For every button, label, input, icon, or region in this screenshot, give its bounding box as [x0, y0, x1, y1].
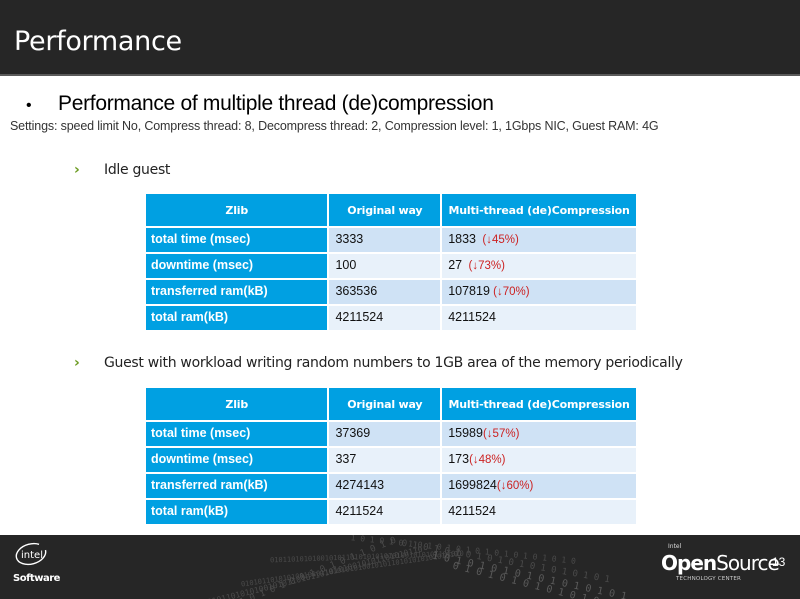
header-zlib: Zlib — [146, 194, 328, 226]
header-multi: Multi-thread (de)Compression — [442, 194, 636, 226]
multi-value: 4211524 — [448, 310, 496, 324]
binary-wave-decoration: 0 1 0 0 1 0 1 1 0 1 0 1 0 1 0 0 1 0 1 0 … — [150, 535, 636, 599]
table-row: transferred ram(kB) 363536 107819 (↓70%) — [146, 280, 636, 304]
multi-value: 173 — [448, 452, 470, 466]
title-bar: Performance — [0, 0, 800, 76]
slide-title: Performance — [14, 26, 182, 57]
page-number: 13 — [772, 555, 786, 569]
oss-regular: Source — [716, 551, 780, 575]
row-label: total time (msec) — [146, 422, 328, 446]
svg-text:intel: intel — [21, 550, 43, 561]
row-label: downtime (msec) — [146, 254, 328, 278]
original-value: 4211524 — [329, 306, 441, 330]
multi-cell: 4211524 — [442, 500, 636, 524]
table-header-row: Zlib Original way Multi-thread (de)Compr… — [146, 194, 636, 226]
bullet-dot-icon: • — [26, 97, 32, 114]
row-label: transferred ram(kB) — [146, 280, 328, 304]
table-row: total time (msec) 37369 15989(↓57%) — [146, 422, 636, 446]
oss-bold: Open — [661, 551, 717, 575]
section-heading-text: Idle guest — [104, 162, 171, 178]
section-heading-text: Guest with workload writing random numbe… — [104, 355, 683, 371]
section-heading-idle: › Idle guest — [74, 162, 170, 178]
multi-value: 1699824 — [448, 478, 497, 492]
header-original: Original way — [329, 194, 441, 226]
delta-badge: (↓48%) — [469, 454, 506, 466]
table-row: total ram(kB) 4211524 4211524 — [146, 500, 636, 524]
delta-badge: (↓57%) — [482, 428, 520, 440]
row-label: transferred ram(kB) — [146, 474, 328, 498]
header-multi: Multi-thread (de)Compression — [442, 388, 636, 420]
chevron-right-icon: › — [74, 162, 80, 178]
row-label: total ram(kB) — [146, 306, 328, 330]
original-value: 337 — [329, 448, 441, 472]
original-value: 4274143 — [329, 474, 441, 498]
oss-wordmark: OpenSource — [661, 551, 780, 575]
table-header-row: Zlib Original way Multi-thread (de)Compr… — [146, 388, 636, 420]
multi-cell: 1699824(↓60%) — [442, 474, 636, 498]
original-value: 363536 — [329, 280, 441, 304]
multi-value: 107819 — [448, 284, 490, 298]
main-bullet-text: Performance of multiple thread (de)compr… — [58, 92, 494, 115]
settings-text: Settings: speed limit No, Compress threa… — [10, 119, 659, 133]
multi-cell: 27 (↓73%) — [442, 254, 636, 278]
multi-value: 27 — [448, 258, 463, 272]
oss-intel-prefix: Intel — [668, 543, 682, 550]
delta-badge: (↓45%) — [476, 234, 519, 246]
oss-tagline: TECHNOLOGY CENTER — [676, 576, 742, 582]
header-zlib: Zlib — [146, 388, 328, 420]
table-row: total ram(kB) 4211524 4211524 — [146, 306, 636, 330]
multi-cell: 1833 (↓45%) — [442, 228, 636, 252]
row-label: downtime (msec) — [146, 448, 328, 472]
delta-badge: (↓73%) — [462, 260, 505, 272]
main-bullet: • Performance of multiple thread (de)com… — [26, 92, 494, 116]
original-value: 37369 — [329, 422, 441, 446]
chevron-right-icon: › — [74, 355, 80, 371]
row-label: total time (msec) — [146, 228, 328, 252]
multi-cell: 173(↓48%) — [442, 448, 636, 472]
multi-value: 15989 — [448, 426, 483, 440]
multi-cell: 107819 (↓70%) — [442, 280, 636, 304]
header-original: Original way — [329, 388, 441, 420]
delta-badge: (↓70%) — [489, 286, 530, 298]
original-value: 3333 — [329, 228, 441, 252]
multi-value: 4211524 — [448, 504, 496, 518]
idle-guest-table: Zlib Original way Multi-thread (de)Compr… — [144, 192, 638, 332]
delta-badge: (↓60%) — [496, 480, 534, 492]
slide-footer: 0 1 0 0 1 0 1 1 0 1 0 1 0 1 0 0 1 0 1 0 … — [0, 535, 800, 599]
section-heading-workload: › Guest with workload writing random num… — [74, 355, 683, 371]
table-row: downtime (msec) 100 27 (↓73%) — [146, 254, 636, 278]
workload-guest-table: Zlib Original way Multi-thread (de)Compr… — [144, 386, 638, 526]
table-row: downtime (msec) 337 173(↓48%) — [146, 448, 636, 472]
intel-software-label: Software — [13, 573, 60, 584]
row-label: total ram(kB) — [146, 500, 328, 524]
intel-logo-icon: intel — [15, 542, 47, 566]
original-value: 4211524 — [329, 500, 441, 524]
multi-value: 1833 — [448, 232, 477, 246]
multi-cell: 15989(↓57%) — [442, 422, 636, 446]
table-row: transferred ram(kB) 4274143 1699824(↓60%… — [146, 474, 636, 498]
original-value: 100 — [329, 254, 441, 278]
multi-cell: 4211524 — [442, 306, 636, 330]
table-row: total time (msec) 3333 1833 (↓45%) — [146, 228, 636, 252]
